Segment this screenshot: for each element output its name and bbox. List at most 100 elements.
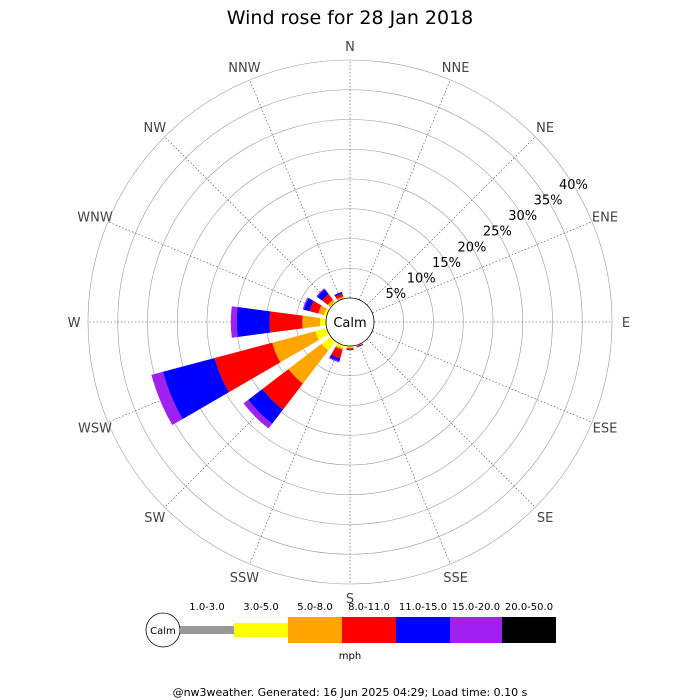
spoke-sse xyxy=(349,321,451,565)
calm-circle xyxy=(325,297,375,347)
petal-sw-11-0-15-0 xyxy=(248,388,284,424)
legend-swatch-8-0-11-0 xyxy=(342,617,396,643)
radial-tick-20: 20% xyxy=(457,240,486,255)
grid-ring-20 xyxy=(206,178,494,466)
dir-label-wsw: WSW xyxy=(78,422,112,437)
petal-wnw-8-0-11-0 xyxy=(309,301,322,314)
petal-sse-8-0-11-0 xyxy=(356,343,363,347)
legend-units: mph xyxy=(339,651,361,662)
spoke-nnw xyxy=(249,79,351,323)
petal-sw-5-0-8-0 xyxy=(288,343,329,384)
dir-label-sse: SSE xyxy=(443,571,468,586)
spoke-ssw xyxy=(249,321,351,565)
petal-wnw-5-0-8-0 xyxy=(318,305,327,316)
petal-w-15-0-20-0 xyxy=(230,306,238,338)
grid-ring-40 xyxy=(87,59,613,585)
radial-tick-10: 10% xyxy=(407,271,436,286)
petal-wsw-5-0-8-0 xyxy=(272,331,319,363)
petal-nnw-8-0-11-0 xyxy=(335,293,344,300)
petal-sse-11-0-15-0 xyxy=(356,344,364,348)
dir-label-ese: ESE xyxy=(593,422,618,437)
legend-label-5-0-8-0: 5.0-8.0 xyxy=(297,602,332,613)
spoke-nw xyxy=(164,136,351,323)
petal-wnw-15-0-20-0 xyxy=(302,297,309,310)
radial-tick-25: 25% xyxy=(483,225,512,240)
spoke-ese xyxy=(349,321,593,423)
petal-ssw-3-0-5-0 xyxy=(336,342,344,349)
petal-ssw-5-0-8-0 xyxy=(335,345,344,350)
spoke-se xyxy=(349,321,536,508)
legend-label-8-0-11-0: 8.0-11.0 xyxy=(348,602,390,613)
petal-wsw-11-0-15-0 xyxy=(162,358,229,420)
petal-nw-5-0-8-0 xyxy=(327,299,335,307)
dir-label-ne: NE xyxy=(536,121,554,136)
radial-tick-30: 30% xyxy=(508,209,537,224)
dir-label-sw: SW xyxy=(144,511,165,526)
wind-petals xyxy=(151,288,364,429)
speed-legend: Calm 1.0-3.0 3.0-5.0 5.0-8.0 8.0-11.0 11.0-15… xyxy=(145,602,556,648)
petal-sw-8-0-11-0 xyxy=(262,369,303,410)
petal-w-11-0-15-0 xyxy=(236,307,271,337)
petal-s-5-0-8-0 xyxy=(346,346,354,349)
petal-nw-3-0-5-0 xyxy=(329,301,336,308)
legend-calm-label: Calm xyxy=(150,626,176,637)
legend-label-20-0-50-0: 20.0-50.0 xyxy=(505,602,553,613)
petal-wsw-15-0-20-0 xyxy=(151,371,183,426)
petal-ssw-15-0-20-0 xyxy=(329,357,340,363)
legend-label-11-0-15-0: 11.0-15.0 xyxy=(399,602,447,613)
legend-swatch-11-0-15-0 xyxy=(396,617,450,643)
petal-w-3-0-5-0 xyxy=(320,318,327,326)
petal-wsw-8-0-11-0 xyxy=(214,342,281,393)
dir-label-e: E xyxy=(622,316,630,331)
footer-text: @nw3weather. Generated: 16 Jun 2025 04:2… xyxy=(173,686,528,699)
chart-title: Wind rose for 28 Jan 2018 xyxy=(227,7,474,29)
petal-wsw-3-0-5-0 xyxy=(315,328,330,341)
petal-sw-15-0-20-0 xyxy=(243,399,273,429)
legend-label-3-0-5-0: 3.0-5.0 xyxy=(243,602,278,613)
dir-label-w: W xyxy=(68,316,81,331)
dir-label-se: SE xyxy=(537,511,553,526)
legend-swatch-5-0-8-0 xyxy=(288,617,342,643)
direction-labels: N NNE NE ENE E ESE SE SSE S SSW SW WSW W WNW NW NNW xyxy=(68,40,631,607)
calm-center: Calm xyxy=(325,297,375,347)
spoke-ne xyxy=(349,136,536,323)
spoke-nne xyxy=(349,79,451,323)
radial-tick-5: 5% xyxy=(386,287,407,302)
radial-tick-35: 35% xyxy=(534,194,563,209)
legend-swatch-1-0-3-0 xyxy=(180,626,234,634)
dir-label-nnw: NNW xyxy=(228,61,260,76)
petal-sse-5-0-8-0 xyxy=(356,343,363,347)
radial-tick-40: 40% xyxy=(559,178,588,193)
dir-label-nw: NW xyxy=(144,121,167,136)
spoke-wnw xyxy=(107,221,351,323)
petal-nw-11-0-15-0 xyxy=(317,289,329,301)
legend-label-15-0-20-0: 15.0-20.0 xyxy=(452,602,500,613)
legend-label-1-0-3-0: 1.0-3.0 xyxy=(189,602,224,613)
petal-wnw-3-0-5-0 xyxy=(323,308,330,316)
calm-label: Calm xyxy=(333,316,366,331)
dir-label-nne: NNE xyxy=(442,61,470,76)
legend-swatch-15-0-20-0 xyxy=(450,617,502,643)
petal-w-8-0-11-0 xyxy=(269,311,303,333)
petal-ssw-11-0-15-0 xyxy=(329,354,341,362)
dir-label-ene: ENE xyxy=(592,210,618,225)
petal-nw-8-0-11-0 xyxy=(321,293,333,305)
radial-tick-15: 15% xyxy=(432,256,461,271)
dir-label-wnw: WNW xyxy=(77,210,113,225)
petal-nnw-11-0-15-0 xyxy=(334,291,343,297)
petal-s-8-0-11-0 xyxy=(346,348,354,350)
petal-s-11-0-15-0 xyxy=(346,349,354,351)
dir-label-ssw: SSW xyxy=(230,571,260,586)
spoke-ene xyxy=(349,221,593,323)
legend-swatch-3-0-5-0 xyxy=(234,623,288,637)
petal-wnw-11-0-15-0 xyxy=(303,298,314,312)
petal-w-5-0-8-0 xyxy=(302,315,321,329)
radial-tick-labels: 5%10%15%20%25%30%35%40% xyxy=(386,178,588,302)
petal-nw-15-0-20-0 xyxy=(316,288,325,297)
grid-ring-30 xyxy=(147,119,553,525)
dir-label-s: S xyxy=(346,592,354,607)
petal-nnw-5-0-8-0 xyxy=(336,296,344,301)
petal-sw-3-0-5-0 xyxy=(321,336,336,351)
dir-label-n: N xyxy=(345,40,355,55)
